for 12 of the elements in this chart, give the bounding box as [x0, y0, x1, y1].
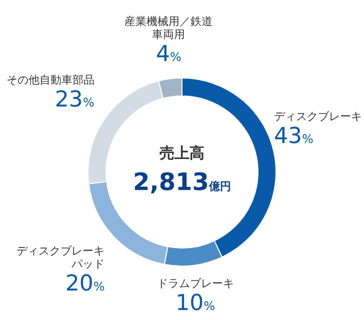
text: 2,813億円 [133, 168, 231, 196]
slice-label: その他自動車部品 [6, 73, 94, 86]
data-label: 43% [274, 124, 314, 149]
slice-label: ディスクブレーキパッド [16, 244, 105, 271]
text: 売上高 [160, 144, 204, 162]
slice-label: 産業機械用／鉄道車両用 [124, 14, 213, 41]
data-label: 20% [65, 272, 105, 297]
slice-label: ディスクブレーキ [274, 110, 362, 123]
data-label: 4% [156, 42, 182, 67]
slice-label: ドラムブレーキ [156, 277, 234, 290]
data-label: 10% [176, 291, 215, 316]
data-label: 23% [54, 87, 94, 112]
